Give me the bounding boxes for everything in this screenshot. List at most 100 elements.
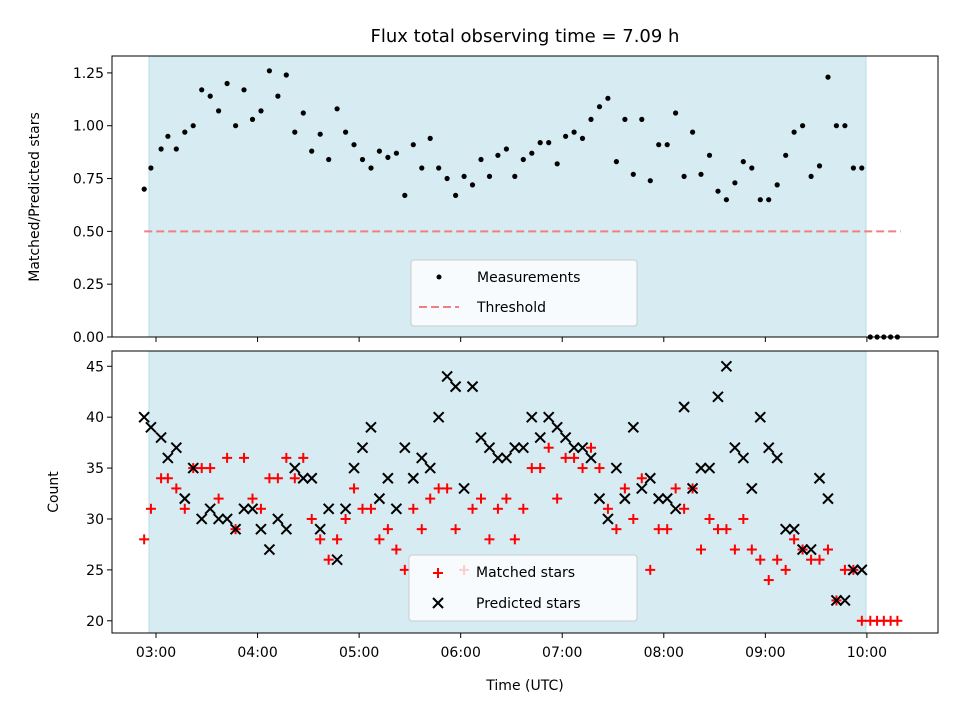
predicted-star-marker <box>246 503 259 515</box>
measurement-point <box>376 148 382 154</box>
measurement-point <box>816 163 823 169</box>
predicted-star-marker <box>796 543 809 556</box>
measurement-point <box>469 182 476 188</box>
legend-label-matched-stars: Matched stars <box>476 565 575 581</box>
measurement-point <box>740 159 746 165</box>
predicted-star-marker <box>229 523 242 535</box>
matched-star-marker <box>552 493 563 504</box>
matched-star-marker <box>619 483 630 494</box>
predicted-star-marker <box>509 442 521 454</box>
matched-star-marker <box>222 452 233 463</box>
matched-star-marker <box>611 524 622 535</box>
matched-star-marker <box>255 503 266 514</box>
matched-star-marker <box>772 554 783 565</box>
matched-star-marker <box>247 493 258 504</box>
predicted-star-marker <box>661 492 673 505</box>
predicted-star-marker <box>763 442 775 454</box>
predicted-star-marker <box>576 442 589 454</box>
legend-label-predicted-stars: Predicted stars <box>476 596 581 612</box>
x-tick-label: 08:00 <box>644 645 684 661</box>
predicted-star-marker <box>390 503 403 515</box>
matched-star-marker <box>365 503 376 514</box>
measurement-point <box>173 146 179 152</box>
measurement-point <box>715 188 721 194</box>
predicted-star-marker <box>559 431 572 444</box>
predicted-star-marker <box>500 452 513 464</box>
measurement-point <box>537 140 543 146</box>
predicted-star-marker <box>805 543 817 556</box>
predicted-star-marker <box>568 442 580 454</box>
measurement-point <box>275 93 281 99</box>
predicted-star-marker <box>322 503 335 515</box>
measurement-point <box>706 152 713 158</box>
measurement-point <box>698 171 704 177</box>
predicted-star-marker <box>466 380 479 393</box>
measurement-point <box>800 123 806 129</box>
predicted-star-marker <box>585 452 597 464</box>
predicted-star-marker <box>847 564 860 576</box>
matched-star-marker <box>712 524 723 535</box>
predicted-star-marker <box>289 462 301 474</box>
predicted-star-marker <box>187 462 199 474</box>
legend-x-mark <box>432 597 444 609</box>
matched-star-marker <box>653 524 664 535</box>
matched-star-marker <box>374 534 385 545</box>
matched-star-marker <box>670 483 681 494</box>
matched-star-marker <box>839 564 850 575</box>
measurement-point <box>546 140 552 146</box>
x-tick-label: 06:00 <box>441 645 481 661</box>
measurement-point <box>842 123 848 129</box>
predicted-star-marker <box>788 523 800 535</box>
measurement-point <box>656 142 662 148</box>
x-tick-label: 03:00 <box>136 645 176 661</box>
measurement-point <box>833 123 840 129</box>
measurement-point <box>158 146 164 152</box>
measurement-point <box>351 142 357 148</box>
measurement-point <box>148 165 154 171</box>
bottom-y-tick-label: 25 <box>86 563 104 579</box>
bottom-axes-frame <box>111 350 939 634</box>
measurement-point <box>436 165 442 171</box>
legend-marker-predicted-stars <box>432 597 444 609</box>
measurement-point <box>723 197 730 203</box>
matched-star-marker <box>755 554 766 565</box>
matched-star-marker <box>332 534 343 545</box>
measurement-point <box>258 108 264 114</box>
predicted-star-marker <box>356 442 369 454</box>
predicted-star-marker <box>263 543 276 556</box>
predicted-star-marker <box>703 462 716 474</box>
top-y-tick-label: 1.25 <box>73 66 104 82</box>
predicted-star-marker <box>348 462 360 474</box>
matched-star-marker <box>213 493 224 504</box>
matched-star-marker <box>518 503 529 514</box>
predicted-star-marker <box>145 421 157 434</box>
measurement-point <box>385 154 391 160</box>
top-y-tick-label: 0.25 <box>73 277 104 293</box>
bottom-y-tick-label: 45 <box>86 359 104 375</box>
matched-star-marker <box>484 534 495 545</box>
matched-star-marker <box>806 554 817 565</box>
bottom-legend-box <box>408 554 638 622</box>
predicted-star-marker <box>636 482 648 495</box>
matched-star-marker <box>433 483 444 494</box>
matched-star-marker <box>763 575 774 586</box>
predicted-star-marker <box>306 472 318 484</box>
matched-star-marker <box>780 564 791 575</box>
matched-star-marker <box>264 473 275 484</box>
matched-star-marker <box>729 544 740 555</box>
top-y-tick-label: 0.00 <box>73 330 104 346</box>
matched-star-marker <box>196 463 207 474</box>
matched-star-marker <box>814 554 825 565</box>
matched-star-marker <box>306 513 317 524</box>
predicted-star-marker <box>729 442 741 454</box>
predicted-star-marker <box>138 411 150 423</box>
measurement-point <box>233 123 239 129</box>
matched-star-marker <box>171 483 182 494</box>
predicted-star-marker <box>830 594 843 607</box>
top-legend-box <box>410 259 638 327</box>
matched-star-marker <box>636 473 647 484</box>
matched-star-marker <box>856 615 867 626</box>
measurement-point <box>165 133 171 139</box>
measurement-point <box>461 173 467 179</box>
matched-star-marker <box>586 442 597 453</box>
